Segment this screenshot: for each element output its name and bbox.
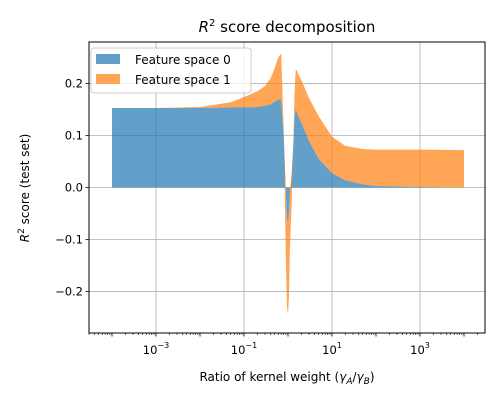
x-axis-label: Ratio of kernel weight (γA/γB) bbox=[199, 370, 374, 387]
y-tick-label: −0.2 bbox=[55, 284, 83, 298]
legend-swatch-feature-space-1 bbox=[96, 74, 120, 84]
x-label-sub-a: A bbox=[345, 377, 352, 387]
x-label-gamma-a: γ bbox=[339, 370, 347, 384]
x-tick-label-base: 10 bbox=[143, 343, 158, 357]
y-tick-label: 0.2 bbox=[65, 77, 83, 91]
y-tick-label: 0.0 bbox=[65, 181, 83, 195]
x-tick-label-exponent: −1 bbox=[245, 341, 257, 350]
area-feature-space-0 bbox=[112, 99, 465, 224]
legend-label-feature-space-1: Feature space 1 bbox=[135, 73, 231, 87]
x-label-pre: Ratio of kernel weight ( bbox=[199, 370, 339, 384]
y-label-base: R bbox=[18, 234, 32, 242]
title-base: R bbox=[199, 18, 209, 36]
tick-layer: 10−3 10−1 101 103−0.2−0.10.00.10.2 bbox=[55, 77, 478, 357]
x-tick-label-exponent: 3 bbox=[425, 341, 430, 350]
x-tick-label-exponent: 1 bbox=[337, 341, 342, 350]
area-layer bbox=[112, 53, 465, 315]
x-tick-label-exponent: −3 bbox=[157, 341, 169, 350]
x-tick-label-base: 10 bbox=[410, 343, 425, 357]
x-label-slash: / bbox=[352, 370, 357, 384]
x-label-post: ) bbox=[370, 370, 375, 384]
y-tick-label: −0.1 bbox=[55, 232, 83, 246]
x-tick-label-base: 10 bbox=[231, 343, 246, 357]
legend-box bbox=[90, 47, 252, 94]
title-rest: score decomposition bbox=[215, 18, 375, 36]
x-label-sub-b: B bbox=[364, 377, 370, 387]
x-label-gamma-b: γ bbox=[357, 370, 365, 384]
title-superscript: 2 bbox=[209, 18, 215, 29]
x-tick-label: 10−3 bbox=[143, 341, 169, 357]
x-tick-label: 10−1 bbox=[231, 341, 257, 357]
y-label-superscript: 2 bbox=[17, 228, 27, 234]
y-tick-label: 0.1 bbox=[65, 129, 83, 143]
y-label-rest: score (test set) bbox=[18, 134, 32, 228]
x-tick-label-base: 10 bbox=[322, 343, 337, 357]
legend-swatch-feature-space-0 bbox=[96, 54, 120, 64]
legend-label-feature-space-0: Feature space 0 bbox=[135, 53, 231, 67]
chart-title: R2 score decomposition bbox=[199, 18, 376, 36]
x-tick-label: 103 bbox=[410, 341, 430, 357]
legend: Feature space 0 Feature space 1 bbox=[90, 47, 252, 94]
area-feature-space-1 bbox=[112, 53, 465, 315]
x-tick-label: 101 bbox=[322, 341, 342, 357]
y-axis-label: R2 score (test set) bbox=[17, 134, 32, 243]
